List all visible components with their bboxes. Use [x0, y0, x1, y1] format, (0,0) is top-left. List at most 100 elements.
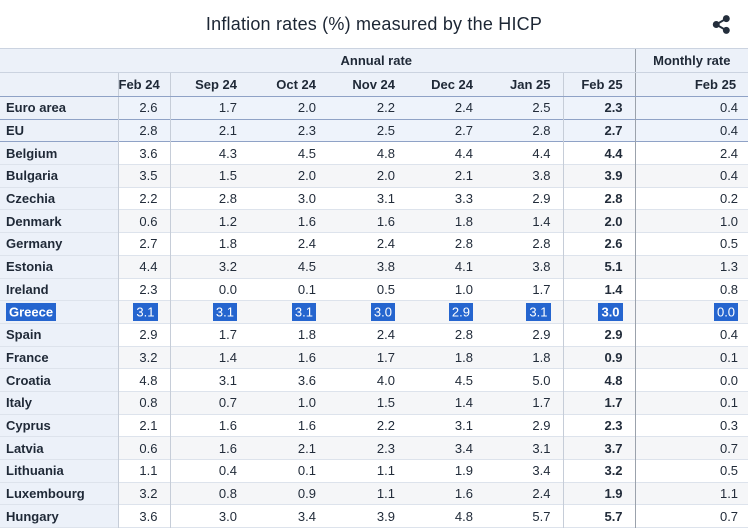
annual-value-cell: 1.1	[328, 482, 407, 505]
monthly-value-cell: 0.7	[635, 504, 748, 528]
country-label: Ireland	[0, 278, 119, 301]
annual-value-cell: 5.7	[563, 504, 636, 528]
annual-value-cell: 2.8	[407, 232, 485, 256]
column-header: Feb 25	[563, 72, 636, 97]
annual-value-cell: 2.7	[563, 119, 636, 142]
annual-value-cell: 1.9	[563, 482, 636, 505]
corner-cell	[0, 48, 118, 73]
country-label: Croatia	[0, 368, 119, 392]
table-row: Bulgaria 3.5 1.5 2.0 2.0 2.1 3.8 3.9 0.4	[0, 164, 748, 188]
selected-text: 3.1	[291, 303, 316, 322]
column-header: Dec 24	[407, 72, 485, 97]
annual-value-cell: 3.1	[407, 414, 485, 437]
column-header: Sep 24	[170, 72, 249, 97]
annual-value-cell: 0.9	[563, 346, 636, 369]
monthly-value-cell: 1.1	[635, 482, 748, 505]
annual-value-cell: 1.6	[407, 482, 485, 505]
annual-value-cell: 0.9	[249, 482, 328, 505]
annual-value-cell: 1.0	[407, 278, 485, 301]
annual-value-cell: 4.8	[563, 368, 636, 392]
annual-value-cell: 1.2	[170, 209, 249, 233]
annual-value-cell: 2.9	[407, 300, 485, 324]
column-header-row: Feb 24 Sep 24 Oct 24 Nov 24 Dec 24 Jan 25 Feb …	[0, 72, 748, 97]
table-row: Belgium 3.6 4.3 4.5 4.8 4.4 4.4 4.4 2.4	[0, 141, 748, 165]
annual-value-cell: 5.1	[563, 255, 636, 278]
share-icon	[712, 14, 730, 34]
annual-value-cell: 1.4	[407, 391, 485, 415]
annual-value-cell: 2.0	[563, 209, 636, 233]
annual-value-cell: 3.2	[118, 346, 171, 369]
annual-value-cell: 2.5	[485, 96, 564, 120]
selected-text: 3.1	[526, 303, 551, 322]
annual-value-cell: 1.5	[328, 391, 407, 415]
annual-value-cell: 4.5	[407, 368, 485, 392]
monthly-value-cell: 2.4	[635, 141, 748, 165]
country-label: Greece	[0, 300, 119, 324]
annual-value-cell: 3.8	[328, 255, 407, 278]
monthly-value-cell: 0.1	[635, 391, 748, 415]
annual-value-cell: 1.1	[118, 459, 171, 483]
annual-value-cell: 1.8	[407, 346, 485, 369]
column-header: Jan 25	[485, 72, 564, 97]
annual-value-cell: 3.8	[485, 255, 564, 278]
annual-value-cell: 0.5	[328, 278, 407, 301]
selected-text: 3.0	[598, 303, 623, 322]
table-row: Spain 2.9 1.7 1.8 2.4 2.8 2.9 2.9 0.4	[0, 323, 748, 347]
annual-value-cell: 2.2	[118, 187, 171, 210]
monthly-value-cell: 0.2	[635, 187, 748, 210]
corner-cell	[0, 72, 119, 97]
annual-value-cell: 2.4	[407, 96, 485, 120]
annual-value-cell: 4.8	[118, 368, 171, 392]
annual-value-cell: 2.2	[328, 414, 407, 437]
annual-value-cell: 4.0	[328, 368, 407, 392]
monthly-value-cell: 0.1	[635, 346, 748, 369]
annual-value-cell: 1.0	[249, 391, 328, 415]
annual-value-cell: 3.0	[563, 300, 636, 324]
annual-value-cell: 4.4	[407, 141, 485, 165]
annual-value-cell: 2.3	[563, 96, 636, 120]
annual-value-cell: 1.6	[249, 346, 328, 369]
annual-value-cell: 4.4	[563, 141, 636, 165]
country-label: Luxembourg	[0, 482, 119, 505]
annual-value-cell: 3.4	[249, 504, 328, 528]
hicp-table: Annual rate Monthly rate Feb 24 Sep 24 Oct…	[0, 48, 748, 528]
monthly-value-cell: 0.4	[635, 119, 748, 142]
table-row: Croatia 4.8 3.1 3.6 4.0 4.5 5.0 4.8 0.0	[0, 368, 748, 392]
annual-value-cell: 0.1	[249, 278, 328, 301]
annual-value-cell: 3.2	[563, 459, 636, 483]
monthly-value-cell: 1.0	[635, 209, 748, 233]
country-label: Hungary	[0, 504, 119, 528]
country-label: Euro area	[0, 96, 119, 120]
annual-value-cell: 4.4	[118, 255, 171, 278]
annual-value-cell: 1.8	[485, 346, 564, 369]
monthly-value-cell: 0.4	[635, 164, 748, 188]
column-header: Feb 24	[118, 72, 171, 97]
monthly-value-cell: 0.0	[635, 300, 748, 324]
annual-value-cell: 2.9	[118, 323, 171, 347]
table-row: Czechia 2.2 2.8 3.0 3.1 3.3 2.9 2.8 0.2	[0, 187, 748, 210]
country-label: Czechia	[0, 187, 119, 210]
column-group-row: Annual rate Monthly rate	[0, 48, 748, 73]
annual-value-cell: 2.1	[170, 119, 249, 142]
annual-value-cell: 3.1	[328, 187, 407, 210]
annual-value-cell: 2.5	[328, 119, 407, 142]
annual-value-cell: 2.8	[170, 187, 249, 210]
share-button[interactable]	[706, 9, 736, 39]
page-title: Inflation rates (%) measured by the HICP	[205, 13, 543, 34]
selected-text: 3.0	[370, 303, 395, 322]
annual-value-cell: 3.1	[118, 300, 171, 324]
country-label: Latvia	[0, 436, 119, 460]
annual-value-cell: 3.4	[485, 459, 564, 483]
annual-value-cell: 1.4	[563, 278, 636, 301]
annual-value-cell: 3.1	[485, 436, 564, 460]
annual-value-cell: 4.8	[328, 141, 407, 165]
country-label: Denmark	[0, 209, 119, 233]
annual-value-cell: 1.4	[485, 209, 564, 233]
monthly-value-cell: 0.5	[635, 459, 748, 483]
table-row: Luxembourg 3.2 0.8 0.9 1.1 1.6 2.4 1.9 1.1	[0, 482, 748, 505]
table-row: Cyprus 2.1 1.6 1.6 2.2 3.1 2.9 2.3 0.3	[0, 414, 748, 437]
annual-value-cell: 1.7	[563, 391, 636, 415]
annual-value-cell: 3.6	[249, 368, 328, 392]
annual-value-cell: 2.4	[485, 482, 564, 505]
monthly-value-cell: 0.3	[635, 414, 748, 437]
